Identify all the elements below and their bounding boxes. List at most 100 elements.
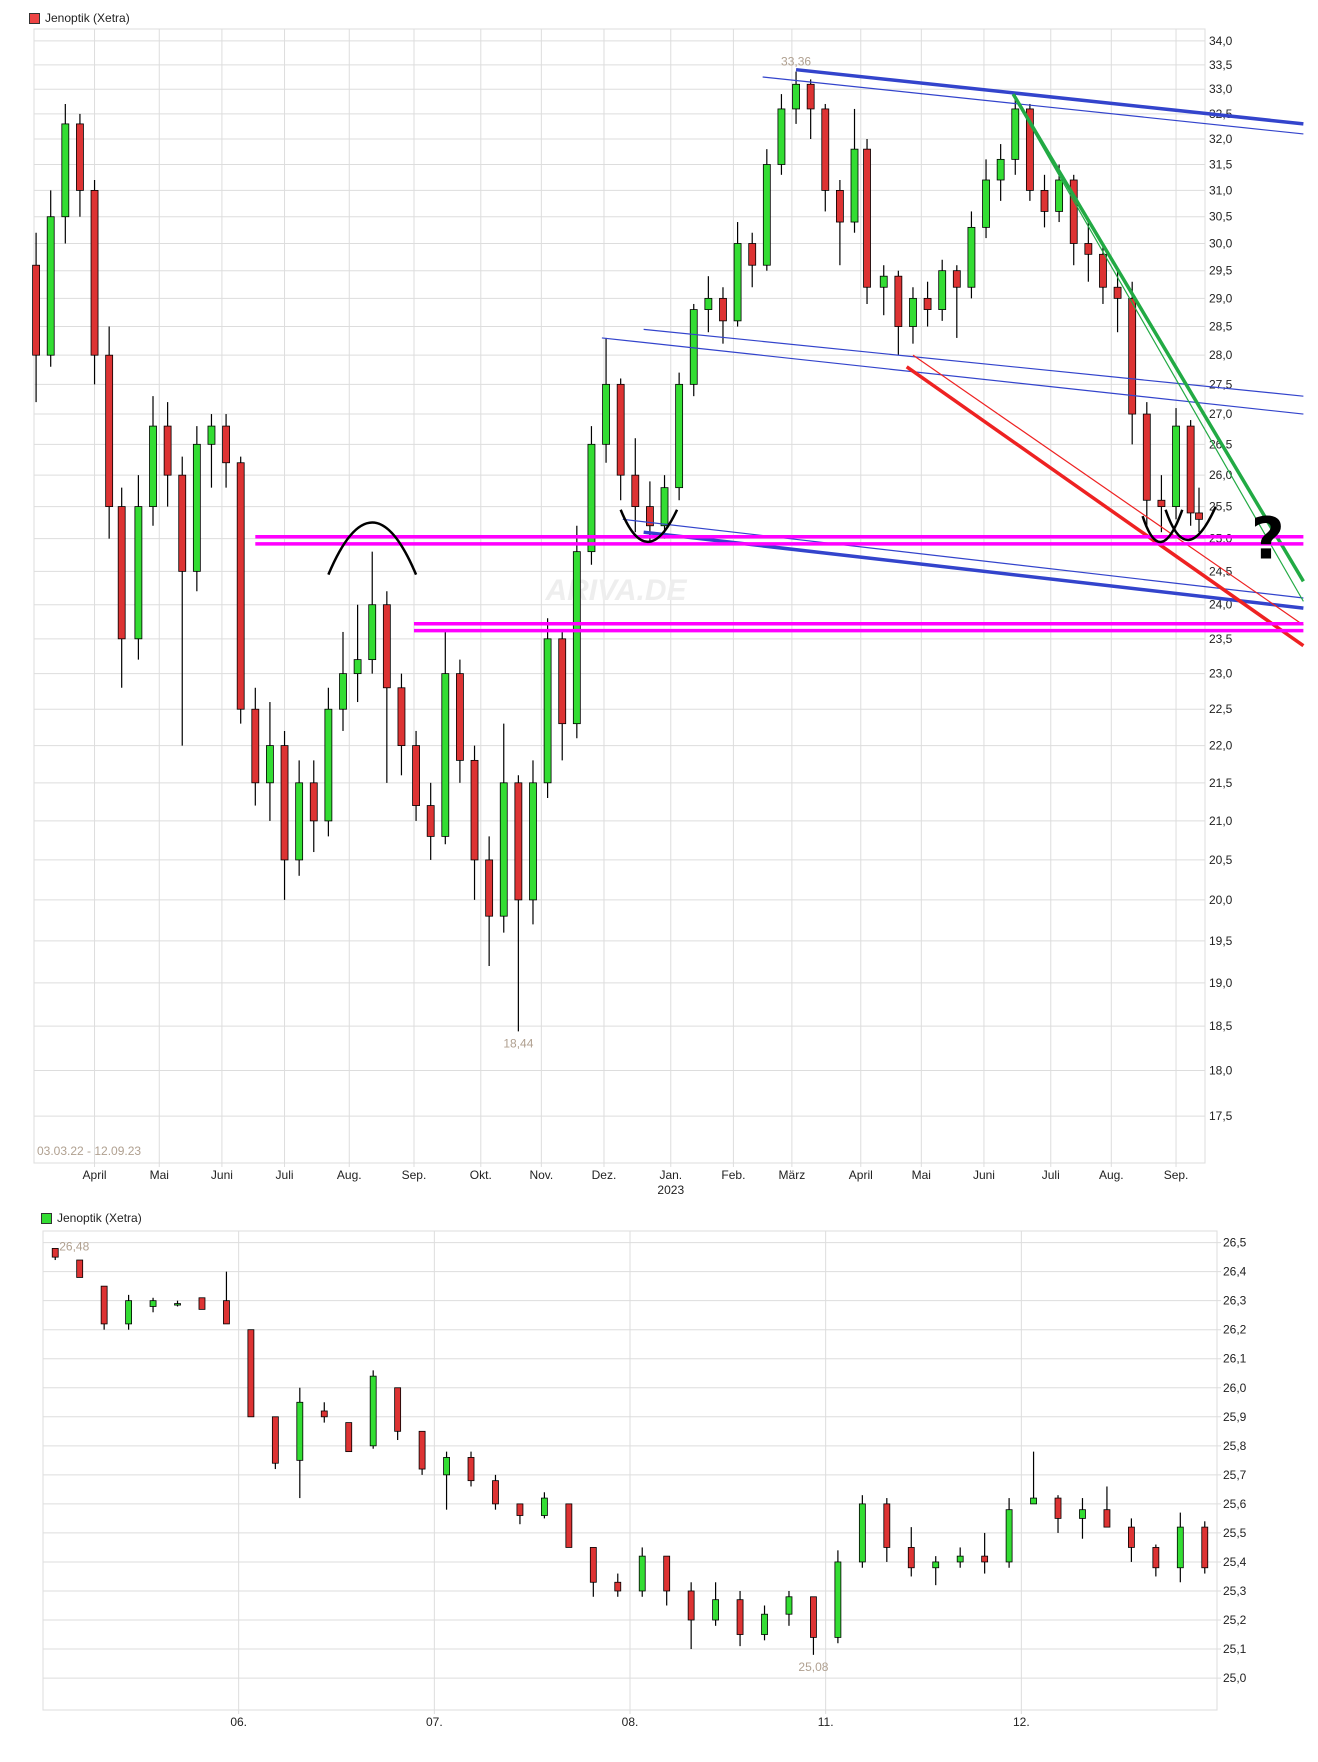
candle-body [174,1303,181,1306]
candle-body [821,108,830,191]
x-tick-label: Sep. [402,1168,427,1182]
y-tick-label: 25,3 [1223,1584,1247,1598]
candle-body [932,1561,940,1569]
x-tick-label: Juni [211,1168,233,1182]
candle [810,1596,817,1655]
candle-body [1054,1497,1062,1519]
candle [394,1387,402,1441]
y-tick-label: 26,2 [1223,1323,1247,1337]
candle-body [1142,413,1151,501]
candle-body [514,782,523,901]
candle [76,113,84,217]
x-tick-label: Juni [973,1168,995,1182]
y-tick-label: 24,0 [1209,598,1233,612]
candle-body [1005,1509,1013,1563]
candle-body [879,275,888,288]
y-tick-label: 33,0 [1209,82,1233,96]
x-tick-label: Dez. [592,1168,617,1182]
y-tick-label: 29,5 [1209,264,1233,278]
candle-body [687,1590,695,1621]
low-value-label: 25,08 [798,1660,828,1674]
y-tick-label: 25,1 [1223,1642,1247,1656]
candle-body [792,83,800,110]
candle-body [134,506,143,640]
candle-body [589,1547,597,1583]
top-plot-area [33,28,1206,1164]
candle [1113,270,1122,333]
candle [748,232,757,288]
x-tick-label: 08. [622,1715,639,1729]
candle-body [602,383,610,445]
candle-body [280,745,289,861]
candle [529,760,537,925]
candle-body [266,745,274,784]
candle-body [646,506,654,527]
x-tick-year-label: 2023 [657,1183,684,1197]
watermark-logo: ARIVA.DE [544,574,687,607]
candle [134,475,143,660]
candle-body [441,673,450,837]
y-tick-label: 32,0 [1209,132,1233,146]
candle-body [1195,512,1203,520]
candle-body [1025,108,1034,191]
candle [178,456,187,746]
candle-body [117,506,126,640]
candle-body [345,1422,353,1453]
candle-body [397,687,406,746]
legend-swatch-red [29,12,40,24]
x-tick-label: Aug. [337,1168,362,1182]
x-tick-label: Juli [276,1168,294,1182]
candle-body [382,604,391,689]
candle-body [247,1329,255,1418]
trend-line [1014,98,1304,602]
x-tick-label: 11. [818,1715,834,1729]
high-value-label: 33,36 [781,55,811,69]
candle [894,270,903,356]
x-tick-label: März [779,1168,806,1182]
candle [251,687,260,806]
x-tick-label: 12. [1013,1715,1030,1729]
x-tick-label: Mai [912,1168,931,1182]
candle-body [675,383,684,489]
candle-body [762,164,771,266]
y-tick-label: 30,5 [1209,210,1233,224]
candle [1069,174,1078,266]
candle-body [981,1555,989,1563]
candle [149,396,157,526]
candle-body [1011,108,1020,160]
candle-body [368,604,377,661]
candle-body [543,638,552,784]
candle [660,475,669,539]
candle-body [952,270,961,288]
candle-body [456,673,464,761]
trend-line [622,518,1304,599]
candle-body [540,1497,548,1516]
candle-body [271,1416,279,1464]
candle [1128,281,1137,445]
candle [1142,402,1151,526]
candle [295,760,304,876]
y-tick-label: 28,5 [1209,320,1233,334]
candle-body [223,1300,230,1325]
date-range-label: 03.03.22 - 12.09.23 [37,1144,141,1158]
trend-line [762,76,1304,135]
candle-body [412,745,420,806]
y-tick-label: 31,5 [1209,158,1233,172]
candle-body [222,425,230,464]
candle-body [558,638,567,725]
candle-body [1186,425,1195,514]
x-tick-label: 06. [230,1715,247,1729]
candle-body [572,551,581,725]
candle [762,149,771,271]
trend-line [912,354,1304,626]
candle [345,1422,353,1453]
candle-body [1055,179,1064,212]
candle-body [938,270,947,310]
candle-body [467,1457,475,1482]
candle-body [76,123,84,191]
candle-body [499,782,508,917]
candle-body [1172,425,1180,507]
candle-body [858,1503,866,1563]
candle [149,1297,157,1313]
